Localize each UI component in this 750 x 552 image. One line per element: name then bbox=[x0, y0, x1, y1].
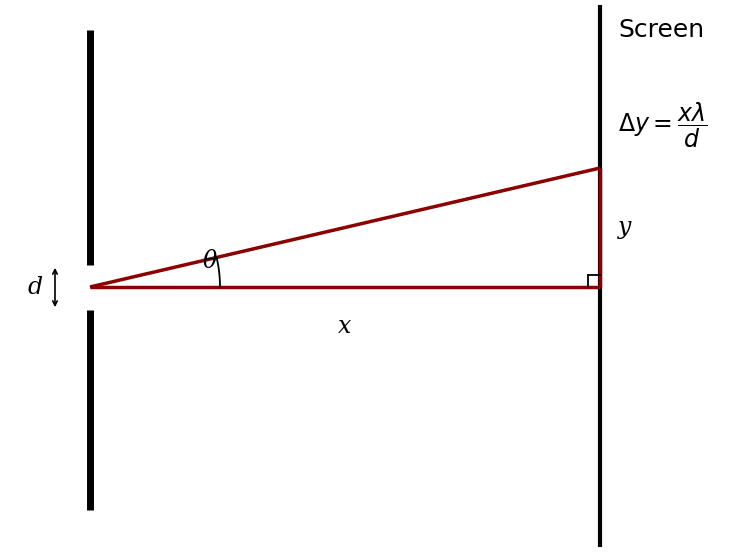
Text: $\Delta y = \dfrac{x\lambda}{d}$: $\Delta y = \dfrac{x\lambda}{d}$ bbox=[618, 100, 707, 150]
Text: Screen: Screen bbox=[618, 18, 704, 42]
Text: y: y bbox=[618, 216, 632, 239]
Text: d: d bbox=[28, 276, 43, 299]
Text: θ: θ bbox=[202, 251, 217, 273]
Text: x: x bbox=[338, 315, 352, 338]
